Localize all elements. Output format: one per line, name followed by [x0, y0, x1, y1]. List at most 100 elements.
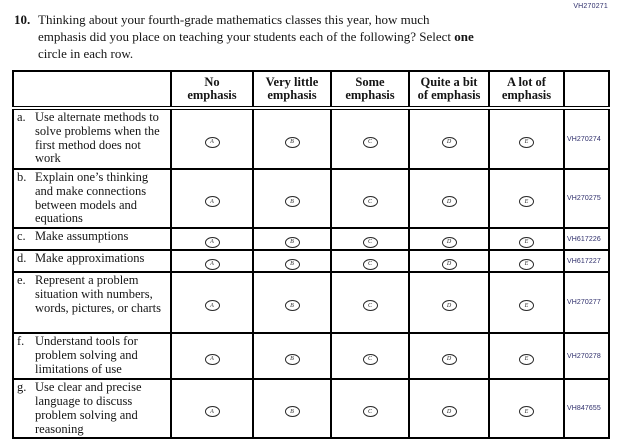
code-column-header: [563, 71, 609, 110]
cell-a-no: A: [170, 107, 253, 169]
cell-c-quite: D: [408, 227, 489, 251]
cell-b-some: C: [330, 167, 409, 229]
cell-e-no: A: [170, 271, 253, 334]
response-oval-d[interactable]: D: [441, 353, 457, 365]
table-row-e: e. Represent a problem situation with num…: [12, 271, 609, 334]
question-line-1: Thinking about your fourth-grade mathema…: [38, 12, 430, 27]
cell-b-very-little: B: [252, 167, 331, 229]
response-oval-a[interactable]: A: [204, 353, 220, 365]
cell-b-quite: D: [408, 167, 489, 229]
response-oval-e[interactable]: E: [519, 236, 534, 248]
bold-word-one: one: [454, 29, 474, 44]
response-oval-b[interactable]: B: [284, 300, 300, 312]
form-code-label: VH270271: [573, 3, 608, 10]
cell-a-very-little: B: [252, 107, 331, 169]
response-oval-b[interactable]: B: [284, 353, 300, 365]
response-oval-d[interactable]: D: [441, 136, 457, 148]
response-oval-e[interactable]: E: [519, 196, 534, 208]
response-oval-c[interactable]: C: [362, 406, 378, 418]
row-label: g. Use clear and precise language to disc…: [12, 378, 171, 439]
response-oval-d[interactable]: D: [441, 300, 457, 312]
cell-e-very-little: B: [252, 271, 331, 334]
response-oval-c[interactable]: C: [362, 136, 378, 148]
question-line-3: circle in each row.: [38, 46, 134, 61]
response-oval-e[interactable]: E: [519, 136, 534, 148]
response-oval-c[interactable]: C: [362, 258, 378, 270]
cell-c-no: A: [170, 227, 253, 251]
response-oval-a[interactable]: A: [204, 300, 220, 312]
row-code: VH270278: [563, 332, 609, 380]
response-oval-a[interactable]: A: [204, 236, 220, 248]
response-oval-d[interactable]: D: [441, 196, 457, 208]
cell-c-some: C: [330, 227, 409, 251]
response-oval-b[interactable]: B: [284, 136, 300, 148]
row-code: VH270274: [563, 107, 609, 169]
response-oval-d[interactable]: D: [441, 258, 457, 270]
stub-header: [12, 71, 171, 110]
response-oval-a[interactable]: A: [204, 196, 220, 208]
response-oval-b[interactable]: B: [284, 406, 300, 418]
row-label: c. Make assumptions: [12, 227, 171, 251]
row-code: VH617226: [563, 227, 609, 251]
cell-a-alot: E: [488, 107, 564, 169]
response-oval-b[interactable]: B: [284, 196, 300, 208]
response-oval-a[interactable]: A: [204, 258, 220, 270]
cell-c-alot: E: [488, 227, 564, 251]
cell-a-some: C: [330, 107, 409, 169]
cell-e-alot: E: [488, 271, 564, 334]
response-oval-d[interactable]: D: [441, 406, 457, 418]
column-header-quite-a-bit: Quite a bit of emphasis: [408, 71, 489, 110]
cell-g-very-little: B: [252, 378, 331, 439]
response-oval-c[interactable]: C: [362, 196, 378, 208]
cell-f-very-little: B: [252, 332, 331, 380]
table-row-b: b. Explain one’s thinking and make connec…: [12, 167, 609, 229]
response-oval-a[interactable]: A: [204, 406, 220, 418]
cell-g-no: A: [170, 378, 253, 439]
cell-d-no: A: [170, 249, 253, 273]
cell-e-some: C: [330, 271, 409, 334]
response-oval-a[interactable]: A: [204, 136, 220, 148]
column-header-a-lot: A lot of emphasis: [488, 71, 564, 110]
row-label: d. Make approximations: [12, 249, 171, 273]
cell-f-no: A: [170, 332, 253, 380]
response-oval-e[interactable]: E: [519, 300, 534, 312]
cell-d-very-little: B: [252, 249, 331, 273]
row-code: VH270277: [563, 271, 609, 334]
response-oval-d[interactable]: D: [441, 236, 457, 248]
table-row-c: c. Make assumptions A B C D E VH617226: [12, 227, 609, 251]
row-code: VH270275: [563, 167, 609, 229]
response-oval-b[interactable]: B: [284, 258, 300, 270]
cell-b-alot: E: [488, 167, 564, 229]
response-oval-c[interactable]: C: [362, 300, 378, 312]
table-row-d: d. Make approximations A B C D E VH617227: [12, 249, 609, 273]
cell-d-alot: E: [488, 249, 564, 273]
response-oval-e[interactable]: E: [519, 258, 534, 270]
row-code: VH617227: [563, 249, 609, 273]
row-code: VH847655: [563, 378, 609, 439]
table-row-f: f. Understand tools for problem solving a…: [12, 332, 609, 380]
cell-d-some: C: [330, 249, 409, 273]
response-oval-e[interactable]: E: [519, 353, 534, 365]
response-oval-b[interactable]: B: [284, 236, 300, 248]
question-block: 10. Thinking about your fourth-grade mat…: [14, 11, 474, 62]
question-number: 10.: [14, 12, 31, 27]
cell-f-alot: E: [488, 332, 564, 380]
cell-g-alot: E: [488, 378, 564, 439]
cell-a-quite: D: [408, 107, 489, 169]
cell-f-some: C: [330, 332, 409, 380]
response-oval-e[interactable]: E: [519, 406, 534, 418]
response-oval-c[interactable]: C: [362, 353, 378, 365]
header-row: No emphasis Very little emphasis Some empha…: [12, 71, 609, 110]
cell-g-some: C: [330, 378, 409, 439]
response-oval-c[interactable]: C: [362, 236, 378, 248]
row-label: a. Use alternate methods to solve problem…: [12, 107, 171, 169]
column-header-some: Some emphasis: [330, 71, 409, 110]
cell-e-quite: D: [408, 271, 489, 334]
column-header-very-little: Very little emphasis: [252, 71, 331, 110]
question-text: Thinking about your fourth-grade mathema…: [38, 11, 474, 62]
row-label: e. Represent a problem situation with num…: [12, 271, 171, 334]
row-label: f. Understand tools for problem solving a…: [12, 332, 171, 380]
question-line-2: emphasis did you place on teaching your …: [38, 29, 474, 44]
cell-g-quite: D: [408, 378, 489, 439]
cell-b-no: A: [170, 167, 253, 229]
